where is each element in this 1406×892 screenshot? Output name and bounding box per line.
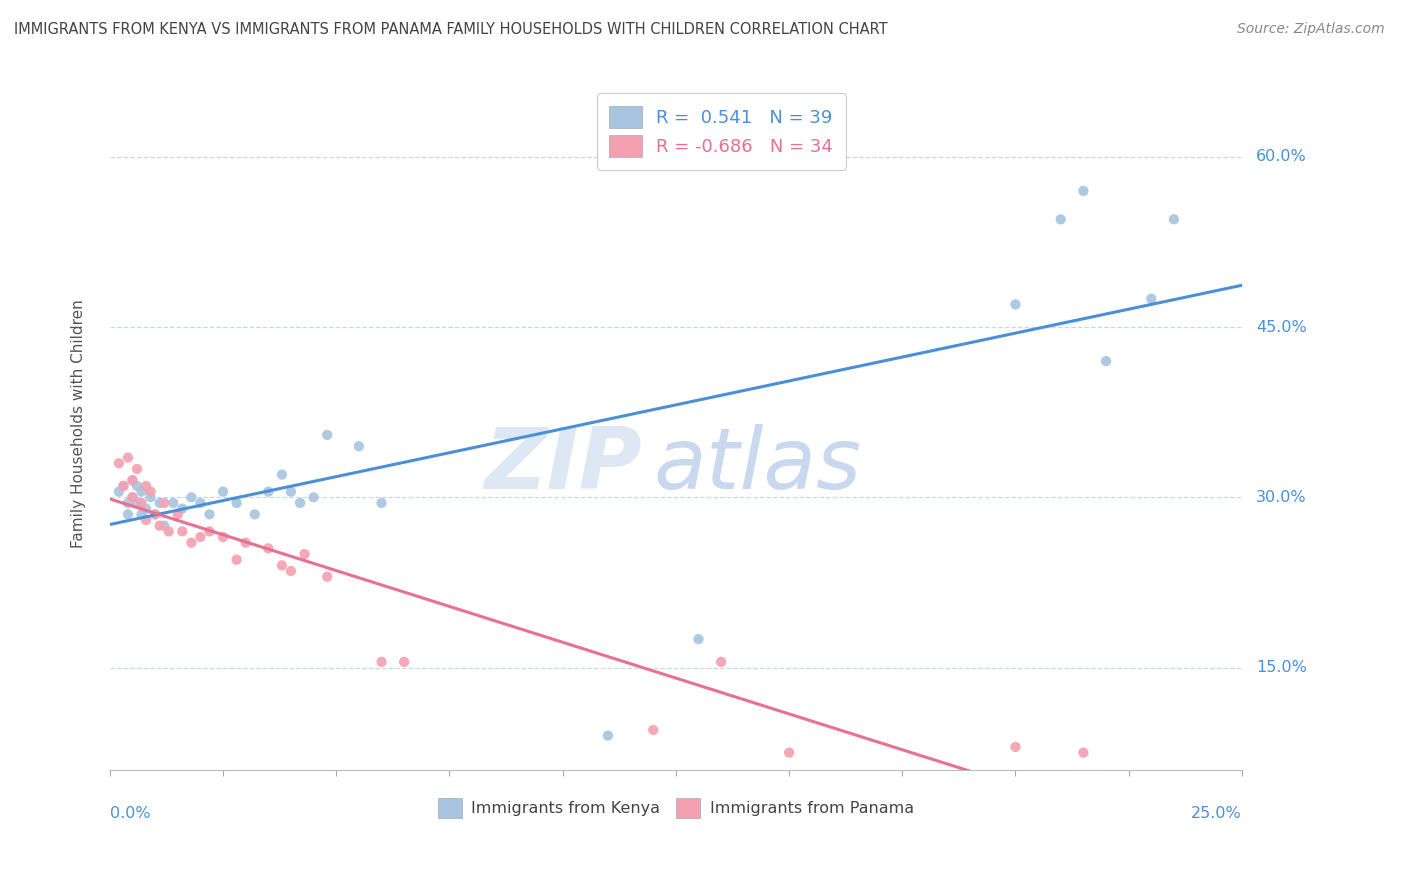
- Point: [198, 508, 221, 522]
- Point: [143, 508, 166, 522]
- Point: [166, 508, 188, 522]
- Point: [392, 655, 415, 669]
- Point: [135, 479, 157, 493]
- Point: [643, 723, 665, 737]
- Point: [143, 508, 166, 522]
- Point: [190, 530, 212, 544]
- Point: [235, 535, 257, 549]
- Point: [112, 479, 135, 493]
- Point: [121, 491, 143, 505]
- Point: [1073, 746, 1095, 760]
- Point: [288, 496, 311, 510]
- Point: [271, 467, 294, 482]
- Point: [1095, 354, 1118, 368]
- Point: [121, 473, 143, 487]
- Point: [149, 496, 172, 510]
- Text: IMMIGRANTS FROM KENYA VS IMMIGRANTS FROM PANAMA FAMILY HOUSEHOLDS WITH CHILDREN : IMMIGRANTS FROM KENYA VS IMMIGRANTS FROM…: [14, 22, 887, 37]
- Point: [596, 729, 619, 743]
- Point: [157, 524, 180, 539]
- Point: [225, 496, 247, 510]
- Point: [153, 496, 176, 510]
- Point: [135, 501, 157, 516]
- Text: 25.0%: 25.0%: [1191, 805, 1241, 821]
- Text: 45.0%: 45.0%: [1256, 319, 1306, 334]
- Point: [149, 518, 172, 533]
- Point: [121, 473, 143, 487]
- Point: [190, 496, 212, 510]
- Point: [172, 501, 194, 516]
- Point: [212, 484, 235, 499]
- Point: [108, 456, 131, 470]
- Point: [125, 479, 148, 493]
- Point: [370, 496, 392, 510]
- Point: [1004, 739, 1026, 754]
- Point: [198, 524, 221, 539]
- Point: [257, 484, 280, 499]
- Point: [1073, 184, 1095, 198]
- Y-axis label: Family Households with Children: Family Households with Children: [72, 299, 86, 548]
- Point: [280, 564, 302, 578]
- Point: [710, 655, 733, 669]
- Point: [180, 535, 202, 549]
- Point: [257, 541, 280, 556]
- Point: [1163, 212, 1185, 227]
- Text: ZIP: ZIP: [484, 424, 643, 507]
- Point: [172, 524, 194, 539]
- Point: [135, 513, 157, 527]
- Point: [370, 655, 392, 669]
- Point: [112, 479, 135, 493]
- Point: [117, 450, 139, 465]
- Text: Source: ZipAtlas.com: Source: ZipAtlas.com: [1237, 22, 1385, 37]
- Point: [280, 484, 302, 499]
- Point: [271, 558, 294, 573]
- Point: [117, 508, 139, 522]
- Point: [302, 491, 325, 505]
- Point: [125, 462, 148, 476]
- Point: [1004, 297, 1026, 311]
- Point: [153, 518, 176, 533]
- Point: [243, 508, 266, 522]
- Point: [316, 570, 339, 584]
- Point: [121, 491, 143, 505]
- Point: [131, 496, 153, 510]
- Point: [225, 552, 247, 566]
- Point: [125, 496, 148, 510]
- Point: [1049, 212, 1071, 227]
- Point: [131, 508, 153, 522]
- Text: 60.0%: 60.0%: [1256, 149, 1306, 164]
- Point: [688, 632, 710, 647]
- Point: [131, 484, 153, 499]
- Text: 0.0%: 0.0%: [110, 805, 150, 821]
- Point: [139, 491, 162, 505]
- Text: atlas: atlas: [654, 424, 862, 507]
- Point: [1140, 292, 1163, 306]
- Text: 30.0%: 30.0%: [1256, 490, 1306, 505]
- Point: [108, 484, 131, 499]
- Point: [162, 496, 184, 510]
- Point: [117, 496, 139, 510]
- Point: [180, 491, 202, 505]
- Point: [139, 484, 162, 499]
- Point: [778, 746, 800, 760]
- Text: 15.0%: 15.0%: [1256, 660, 1306, 675]
- Point: [294, 547, 316, 561]
- Legend: Immigrants from Kenya, Immigrants from Panama: Immigrants from Kenya, Immigrants from P…: [432, 792, 921, 824]
- Point: [316, 428, 339, 442]
- Point: [212, 530, 235, 544]
- Point: [347, 439, 370, 453]
